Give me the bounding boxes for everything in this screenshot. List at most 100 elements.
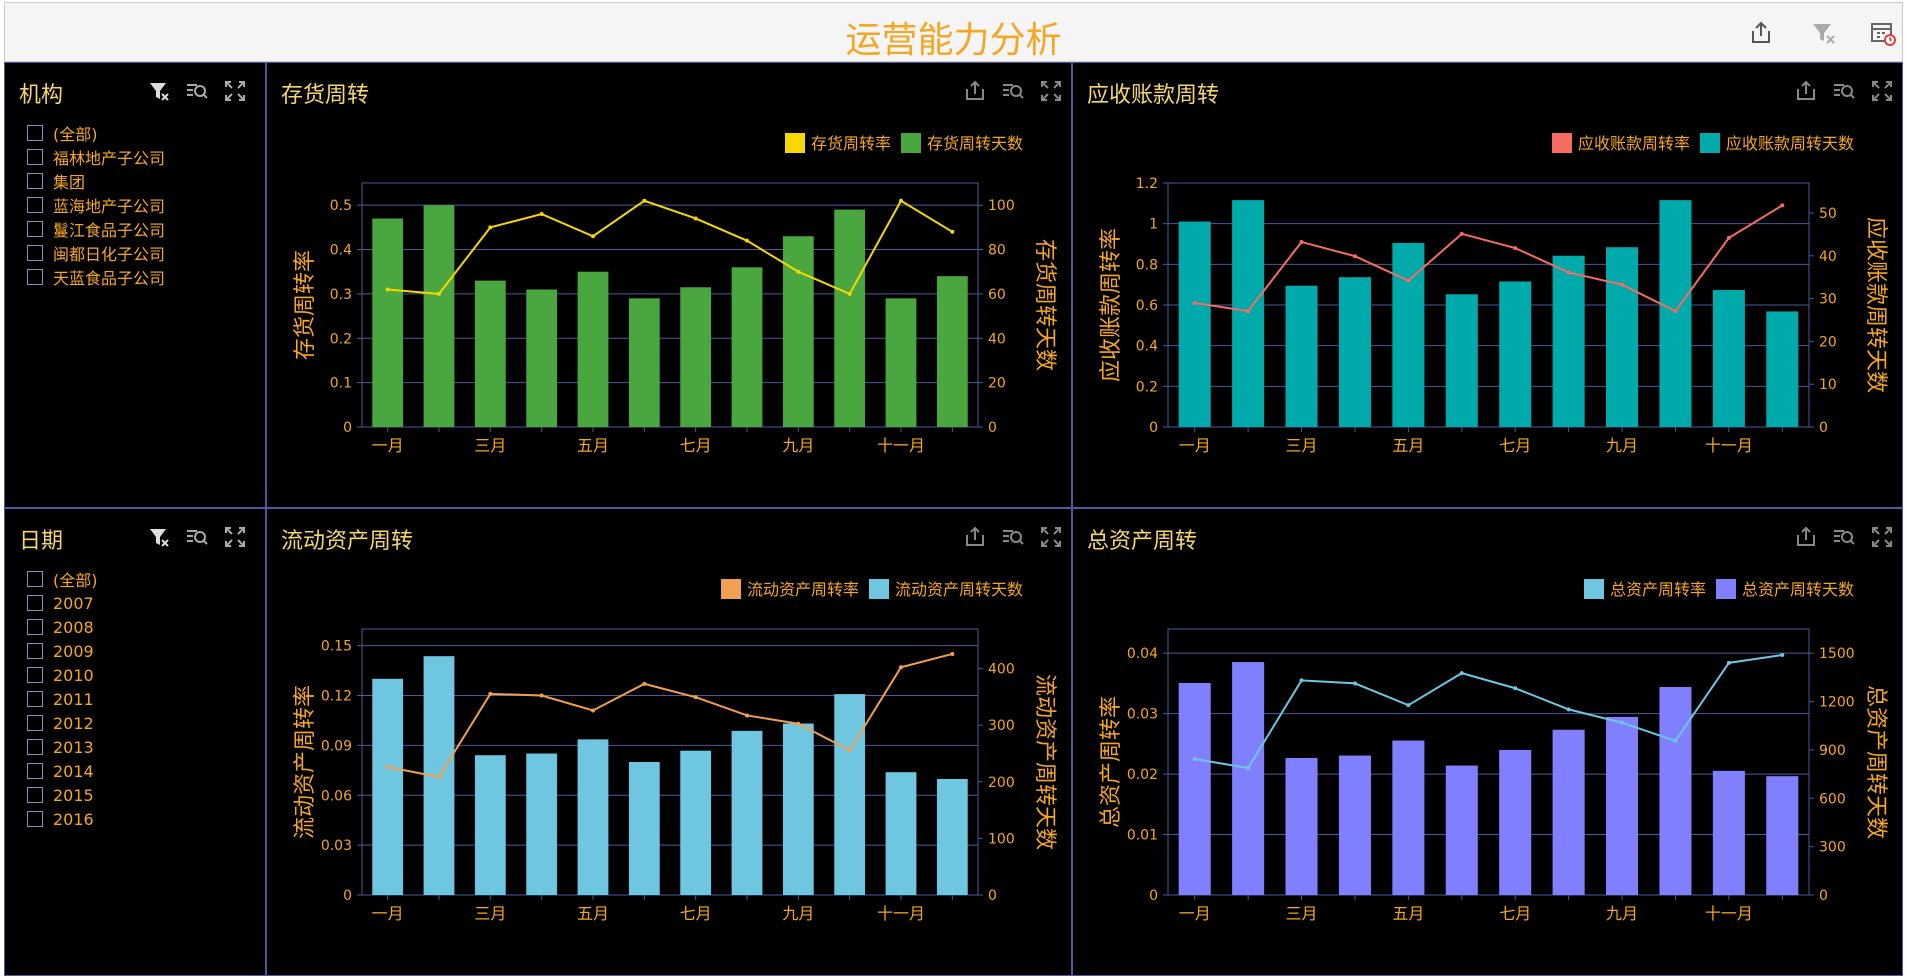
line-point[interactable] bbox=[1780, 652, 1785, 657]
line-point[interactable] bbox=[1726, 235, 1731, 240]
filter-option[interactable]: (全部) bbox=[27, 567, 98, 591]
search-filter-icon[interactable] bbox=[185, 525, 209, 549]
filter-option[interactable]: 2013 bbox=[27, 735, 98, 759]
bar[interactable] bbox=[834, 209, 866, 427]
checkbox[interactable] bbox=[27, 221, 43, 237]
bar[interactable] bbox=[936, 276, 968, 427]
bar[interactable] bbox=[474, 755, 506, 895]
filter-option[interactable]: 集团 bbox=[27, 169, 165, 193]
maximize-icon[interactable] bbox=[1870, 79, 1894, 103]
line-point[interactable] bbox=[1246, 309, 1251, 314]
checkbox[interactable] bbox=[27, 787, 43, 803]
line-point[interactable] bbox=[899, 198, 903, 203]
schedule-icon[interactable] bbox=[1869, 19, 1897, 47]
line-point[interactable] bbox=[437, 774, 441, 779]
filter-option[interactable]: 闽都日化子公司 bbox=[27, 241, 165, 265]
line-point[interactable] bbox=[899, 665, 903, 670]
line-point[interactable] bbox=[693, 216, 698, 221]
checkbox[interactable] bbox=[27, 595, 43, 611]
legend-item[interactable]: 流动资产周转天数 bbox=[869, 579, 1023, 599]
line-point[interactable] bbox=[1780, 203, 1785, 208]
checkbox[interactable] bbox=[27, 197, 43, 213]
clear-filter-icon[interactable] bbox=[147, 79, 171, 103]
line-point[interactable] bbox=[1673, 309, 1678, 314]
checkbox[interactable] bbox=[27, 125, 43, 141]
checkbox[interactable] bbox=[27, 269, 43, 285]
line-point[interactable] bbox=[1566, 707, 1571, 712]
bar[interactable] bbox=[1445, 294, 1478, 427]
bar[interactable] bbox=[423, 205, 455, 427]
search-filter-icon[interactable] bbox=[1001, 79, 1025, 103]
checkbox[interactable] bbox=[27, 571, 43, 587]
bar[interactable] bbox=[372, 218, 404, 427]
line-point[interactable] bbox=[796, 721, 801, 726]
line-point[interactable] bbox=[1246, 766, 1251, 771]
search-filter-icon[interactable] bbox=[185, 79, 209, 103]
filter-option[interactable]: (全部) bbox=[27, 121, 165, 145]
line-point[interactable] bbox=[1459, 231, 1464, 236]
line-point[interactable] bbox=[796, 269, 801, 274]
bar[interactable] bbox=[1445, 765, 1478, 895]
checkbox[interactable] bbox=[27, 245, 43, 261]
line-point[interactable] bbox=[950, 651, 955, 656]
maximize-icon[interactable] bbox=[1039, 79, 1063, 103]
filter-option[interactable]: 福林地产子公司 bbox=[27, 145, 165, 169]
clear-filter-icon[interactable] bbox=[147, 525, 171, 549]
line-point[interactable] bbox=[1299, 678, 1304, 683]
filter-option[interactable]: 2012 bbox=[27, 711, 98, 735]
bar[interactable] bbox=[680, 750, 712, 895]
bar[interactable] bbox=[1392, 242, 1425, 427]
maximize-icon[interactable] bbox=[223, 525, 247, 549]
checkbox[interactable] bbox=[27, 811, 43, 827]
checkbox[interactable] bbox=[27, 149, 43, 165]
line-point[interactable] bbox=[1620, 720, 1625, 725]
checkbox[interactable] bbox=[27, 667, 43, 683]
checkbox[interactable] bbox=[27, 691, 43, 707]
line-point[interactable] bbox=[385, 764, 390, 769]
bar[interactable] bbox=[628, 762, 660, 895]
line-point[interactable] bbox=[642, 198, 647, 203]
bar[interactable] bbox=[1766, 776, 1799, 895]
filter-option[interactable]: 2010 bbox=[27, 663, 98, 687]
line-point[interactable] bbox=[1513, 246, 1518, 251]
bar[interactable] bbox=[577, 739, 609, 895]
line-point[interactable] bbox=[847, 748, 852, 753]
export-icon[interactable] bbox=[1747, 19, 1775, 47]
export-icon[interactable] bbox=[1794, 525, 1818, 549]
filter-option[interactable]: 2009 bbox=[27, 639, 98, 663]
bar[interactable] bbox=[526, 289, 558, 427]
maximize-icon[interactable] bbox=[1039, 525, 1063, 549]
line-point[interactable] bbox=[1459, 671, 1464, 676]
legend-item[interactable]: 总资产周转天数 bbox=[1716, 579, 1854, 599]
filter-option[interactable]: 2011 bbox=[27, 687, 98, 711]
line-point[interactable] bbox=[1406, 278, 1411, 283]
line-point[interactable] bbox=[745, 238, 749, 243]
line-point[interactable] bbox=[1513, 686, 1518, 691]
bar[interactable] bbox=[1232, 662, 1265, 895]
bar[interactable] bbox=[1659, 200, 1692, 427]
checkbox[interactable] bbox=[27, 763, 43, 779]
bar[interactable] bbox=[1285, 757, 1318, 895]
search-filter-icon[interactable] bbox=[1832, 525, 1856, 549]
legend-item[interactable]: 应收账款周转天数 bbox=[1700, 133, 1854, 153]
filter-option[interactable]: 蓝海地产子公司 bbox=[27, 193, 165, 217]
bar[interactable] bbox=[1552, 729, 1585, 895]
bar[interactable] bbox=[834, 694, 866, 895]
bar[interactable] bbox=[782, 723, 814, 895]
bar[interactable] bbox=[1338, 277, 1371, 427]
bar[interactable] bbox=[1499, 281, 1532, 427]
bar[interactable] bbox=[1606, 716, 1639, 895]
filter-option[interactable]: 鬘江食品子公司 bbox=[27, 217, 165, 241]
bar[interactable] bbox=[1338, 755, 1371, 895]
bar[interactable] bbox=[1178, 683, 1211, 895]
bar[interactable] bbox=[936, 778, 968, 895]
bar[interactable] bbox=[782, 236, 814, 427]
filter-option[interactable]: 天蓝食品子公司 bbox=[27, 265, 165, 289]
bar[interactable] bbox=[1499, 749, 1532, 895]
legend-item[interactable]: 应收账款周转率 bbox=[1552, 133, 1690, 153]
bar[interactable] bbox=[1552, 255, 1585, 427]
bar[interactable] bbox=[1659, 687, 1692, 895]
export-icon[interactable] bbox=[963, 79, 987, 103]
bar[interactable] bbox=[1712, 770, 1745, 895]
series-line[interactable] bbox=[1194, 654, 1783, 770]
